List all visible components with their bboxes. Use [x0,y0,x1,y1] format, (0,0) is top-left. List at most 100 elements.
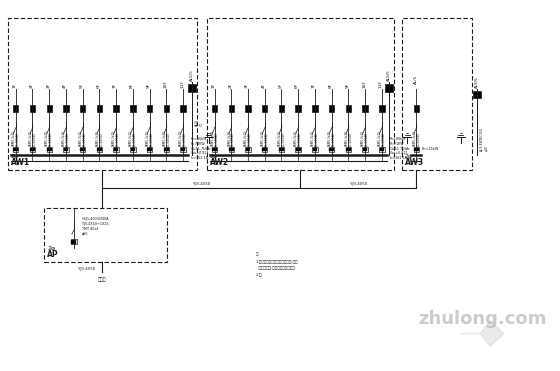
Text: Pn=80kW: Pn=80kW [390,137,406,141]
Bar [296,147,301,151]
Text: PBMV-3x25: PBMV-3x25 [162,129,166,146]
Text: PBMV-3x25: PBMV-3x25 [344,129,348,146]
Bar [71,240,76,244]
Text: 9F: 9F [147,82,151,88]
Text: DL-63040: DL-63040 [83,132,87,146]
Text: AL/5-EWM/C350
φ40: AL/5-EWM/C350 φ40 [480,127,489,151]
Text: PBMV-3x25: PBMV-3x25 [311,129,315,146]
Bar [279,148,284,151]
Bar [130,105,136,112]
Text: 配电箱型号,容量由建筑专业确定.: 配电箱型号,容量由建筑专业确定. [256,266,296,270]
Bar [329,147,334,151]
Text: 4F: 4F [262,82,266,88]
Text: Q=51.7kVAr: Q=51.7kVAr [191,147,212,151]
Bar [46,147,52,151]
Text: DL-63040: DL-63040 [99,132,104,146]
Bar [97,105,102,112]
Bar [130,148,135,151]
Text: 3F: 3F [245,82,249,88]
Text: DL-63040: DL-63040 [315,132,319,146]
Bar [147,147,152,151]
Text: P=71KW: P=71KW [191,142,206,146]
Text: 5F: 5F [278,82,282,88]
Text: DL-63040: DL-63040 [365,132,369,146]
Bar [212,105,217,112]
Text: AL/5
CT: AL/5 CT [195,119,203,126]
Bar [8,18,197,170]
Bar [263,148,267,151]
Text: PBMV-3x25: PBMV-3x25 [12,129,16,146]
Bar [296,105,301,112]
Text: DL-63040: DL-63040 [214,132,218,146]
Text: DL-63040: DL-63040 [49,132,53,146]
Bar [80,105,85,112]
Text: PBMV-3x25: PBMV-3x25 [261,129,265,146]
Text: DL-63040: DL-63040 [332,132,335,146]
Text: AW2: AW2 [209,158,228,167]
Bar [13,105,18,112]
Bar [30,147,35,151]
Bar [63,105,69,112]
Bar [262,147,268,151]
Bar [181,148,185,151]
Bar [47,148,52,151]
Text: TMY 40x4: TMY 40x4 [82,227,98,232]
Text: 7F: 7F [113,82,117,88]
Bar [329,105,334,112]
Bar [346,105,351,112]
Text: YJV-4X50: YJV-4X50 [193,182,210,186]
Text: DL-63040: DL-63040 [150,132,153,146]
Bar [402,18,473,170]
Text: PBMV-3x25: PBMV-3x25 [328,129,332,146]
Bar [114,148,118,151]
Text: 1F: 1F [13,82,17,88]
Bar [64,148,68,151]
Bar [262,105,268,112]
Text: PBMV-3x25: PBMV-3x25 [45,129,49,146]
Text: YJV-4X50: YJV-4X50 [349,182,367,186]
Text: 6F: 6F [295,82,299,88]
Bar [229,148,234,151]
Bar [130,147,136,151]
Bar [44,208,167,262]
Bar [71,239,77,244]
Bar [346,147,351,151]
Bar [228,147,234,151]
Text: PBMV-3x25: PBMV-3x25 [79,129,83,146]
Text: PBMV-3x25: PBMV-3x25 [244,129,248,146]
Text: 11F: 11F [379,79,383,88]
Text: PBMV-3x25: PBMV-3x25 [112,129,116,146]
Text: 9F: 9F [346,82,349,88]
Bar [228,105,234,112]
Text: PBMV-3x25: PBMV-3x25 [361,129,365,146]
Text: Q=51.7kVAr: Q=51.7kVAr [390,147,410,151]
Bar [97,148,102,151]
Bar [380,148,384,151]
Bar [246,148,250,151]
Text: PBMV-3x25: PBMV-3x25 [294,129,298,146]
Bar [30,148,35,151]
Text: AP: AP [47,250,59,259]
Bar [362,147,368,151]
Text: 注:: 注: [256,252,260,256]
Text: YJV-4X50+1X25: YJV-4X50+1X25 [82,222,108,226]
Text: AL/5: AL/5 [414,75,418,83]
Text: 配电室: 配电室 [98,276,106,282]
Text: DL-63040: DL-63040 [32,132,36,146]
Text: PBMV-3x25: PBMV-3x25 [95,129,100,146]
Text: DL-63040: DL-63040 [183,132,187,146]
Text: zhulong.com: zhulong.com [418,310,547,328]
Text: φ60: φ60 [82,232,88,236]
Bar [180,147,186,151]
Text: PBMV-3x25: PBMV-3x25 [29,129,32,146]
Bar [80,148,85,151]
Text: PBMV-3x25: PBMV-3x25 [62,129,66,146]
Bar [180,105,186,112]
Text: PBMV-3x25: PBMV-3x25 [378,129,382,146]
Bar [212,147,217,151]
Text: DL-63040: DL-63040 [133,132,137,146]
Bar [207,18,394,170]
Bar [164,148,169,151]
Text: DL-63040: DL-63040 [66,132,70,146]
Text: Cos=0.821: Cos=0.821 [390,151,408,155]
